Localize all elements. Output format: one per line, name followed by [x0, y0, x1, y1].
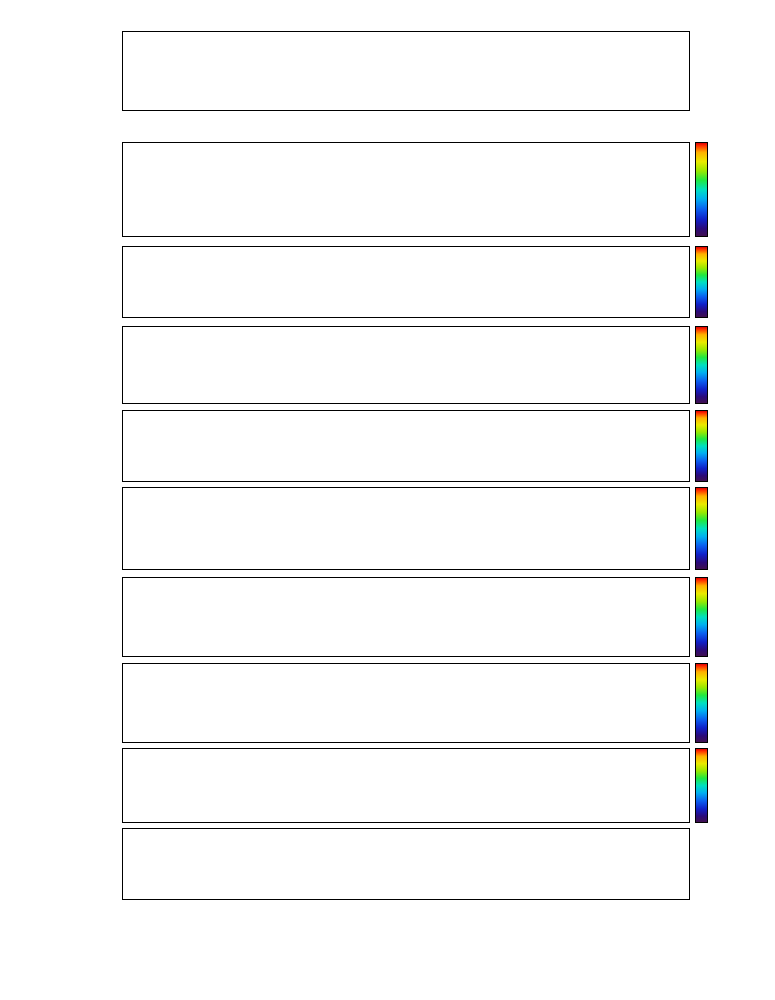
- panel-pa-ch0lc: [122, 487, 690, 570]
- panel-en-para: [122, 410, 690, 482]
- spectrogram-pa-ch2lc: [123, 664, 689, 742]
- panel-label-en-para: [18, 410, 118, 482]
- proxy-ae-trace: [123, 32, 689, 110]
- spectrogram-pa-ch1lc: [123, 578, 689, 656]
- panel-proxy-ae: [122, 31, 690, 111]
- panel-label-fgs-res: [18, 828, 118, 900]
- spectrogram-pa-ch0lc: [123, 488, 689, 569]
- panel-label-pa-ch2lc: [18, 663, 118, 743]
- panel-label-proxy-ae: [44, 31, 78, 111]
- panel-label-en-anti: [18, 246, 118, 318]
- colorbar-pa-ch3lc: [695, 748, 708, 823]
- data-coverage-bar: [122, 120, 690, 128]
- panel-en-anti: [122, 246, 690, 318]
- panel-en-perp: [122, 326, 690, 404]
- panel-en-omni: [122, 142, 690, 237]
- panel-label-pa-ch1lc: [18, 577, 118, 657]
- panel-pa-ch1lc: [122, 577, 690, 657]
- fgs-residual-traces: [123, 829, 689, 899]
- spectrogram-en-anti: [123, 247, 689, 317]
- colorbar-en-omni: [695, 142, 708, 237]
- panel-fgs-res: [122, 828, 690, 900]
- panel-label-en-perp: [18, 326, 118, 404]
- panel-pa-ch3lc: [122, 748, 690, 823]
- colorbar-en-anti: [695, 246, 708, 318]
- colorbar-en-para: [695, 410, 708, 482]
- colorbar-pa-ch2lc: [695, 663, 708, 743]
- colorbar-pa-ch0lc: [695, 487, 708, 570]
- colorbar-pa-ch1lc: [695, 577, 708, 657]
- panel-label-pa-ch3lc: [18, 748, 118, 823]
- colorbar-en-perp: [695, 326, 708, 404]
- panel-label-pa-ch0lc: [18, 487, 118, 570]
- spectrogram-en-omni: [123, 143, 689, 236]
- panel-pa-ch2lc: [122, 663, 690, 743]
- spectrogram-en-perp: [123, 327, 689, 403]
- spectrogram-pa-ch3lc: [123, 749, 689, 822]
- panel-label-en-omni: [18, 142, 118, 237]
- spectrogram-en-para: [123, 411, 689, 481]
